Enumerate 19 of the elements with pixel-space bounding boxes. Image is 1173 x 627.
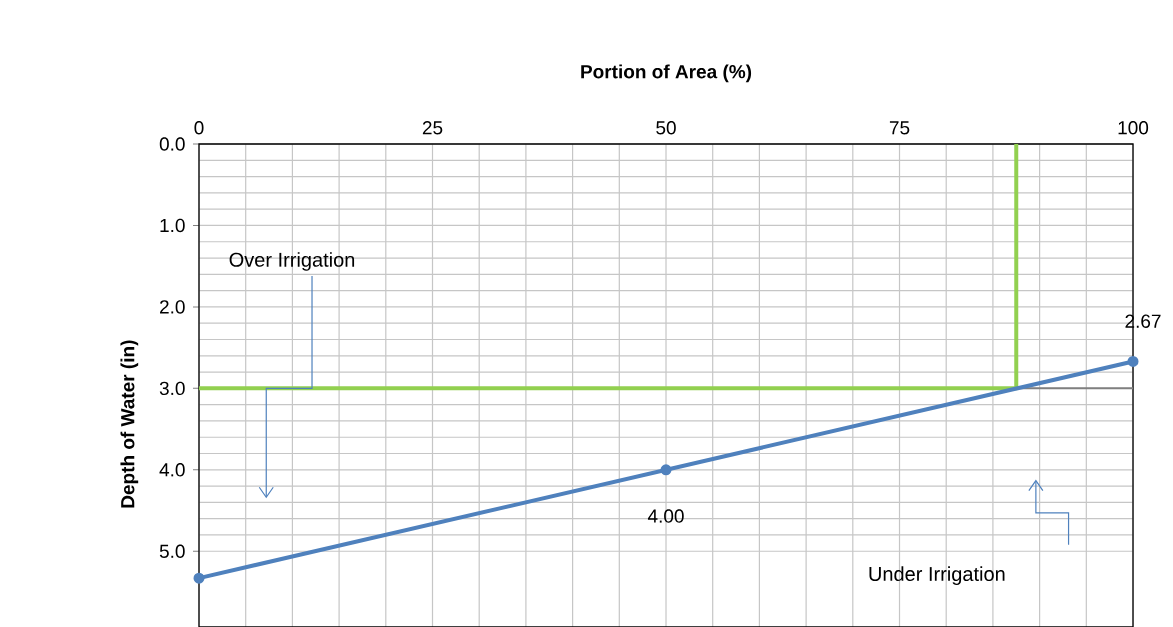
y-tick-label: 4.0 — [159, 463, 185, 477]
x-tick-label: 25 — [422, 121, 443, 135]
y-tick-label: 0.0 — [159, 137, 185, 151]
data-label: 4.00 — [647, 509, 684, 523]
x-tick-label: 75 — [889, 121, 910, 135]
y-tick-label: 2.0 — [160, 300, 185, 314]
point — [1127, 355, 1139, 367]
x-tick-label: 50 — [656, 121, 676, 135]
y-axis-title: Depth of Water (in) — [120, 340, 139, 508]
point — [193, 572, 205, 584]
annotation: Under Irrigation — [869, 566, 1005, 586]
point — [660, 464, 672, 476]
x-tick-label: 100 — [1118, 121, 1149, 135]
x-axis-title: Portion of Area (%) — [581, 64, 752, 83]
y-tick-label: 3.0 — [159, 381, 185, 396]
y-tick-label: 1.0 — [160, 218, 185, 233]
x-tick-label: 0 — [194, 121, 204, 135]
y-tick-label: 5.0 — [159, 544, 185, 558]
annotation: Over Irrigation — [229, 252, 355, 271]
